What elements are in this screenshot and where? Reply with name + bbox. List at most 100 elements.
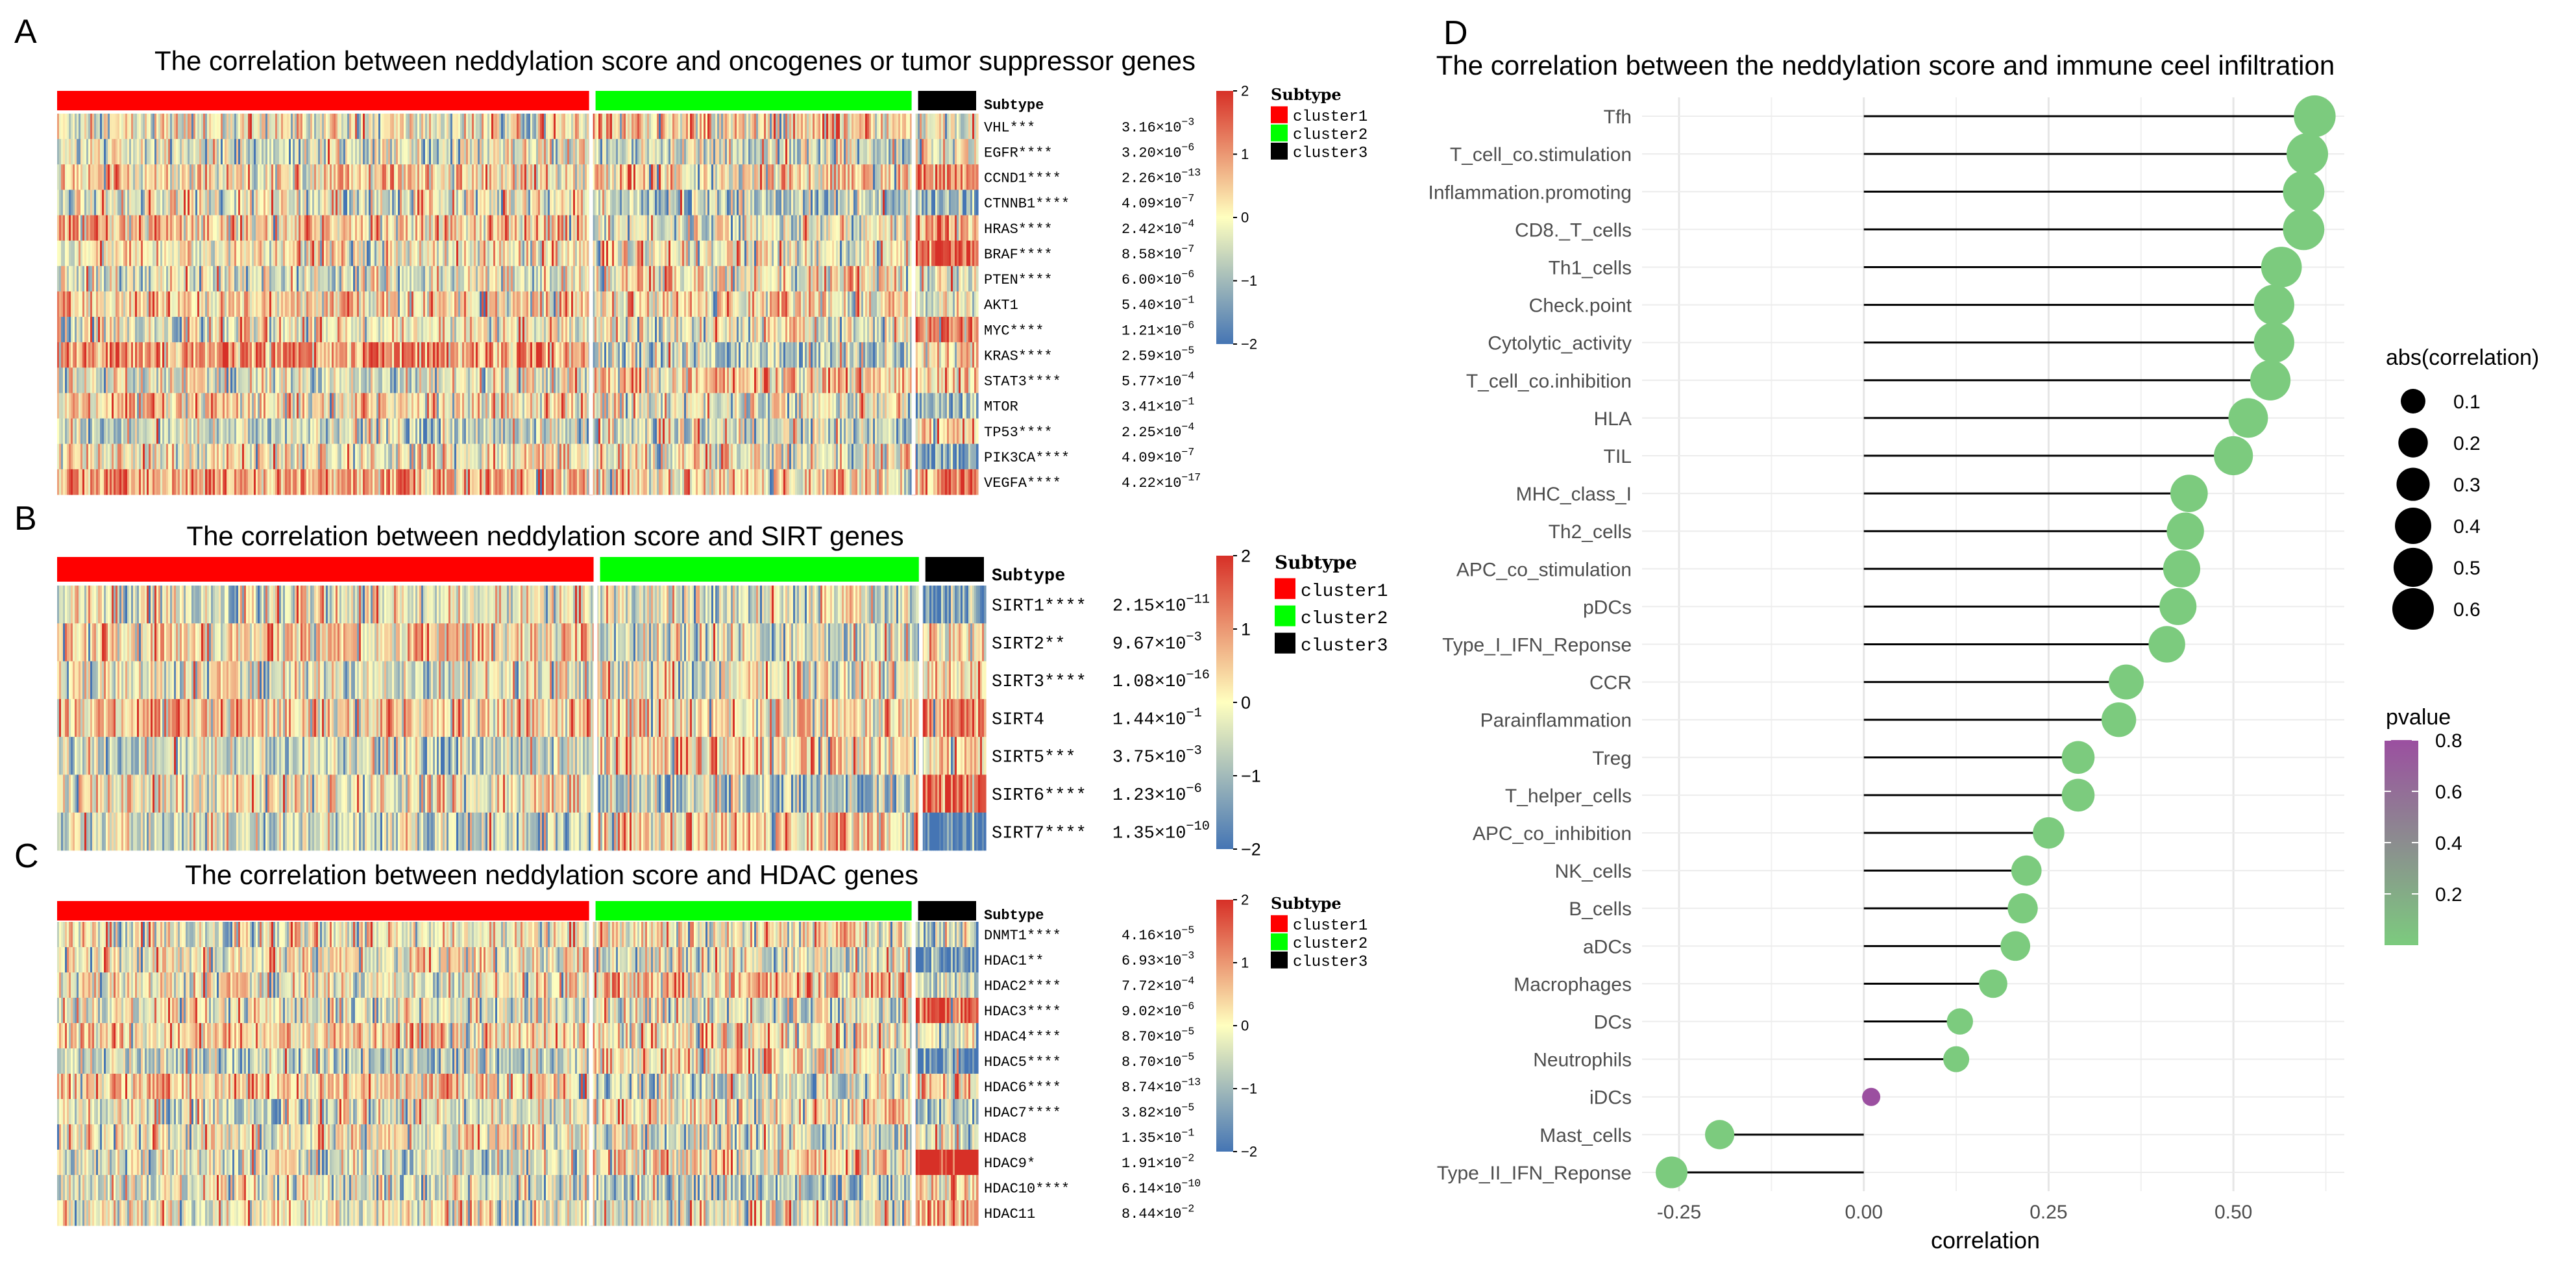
heat-cell (482, 139, 484, 165)
heat-cell (69, 317, 71, 343)
heat-cell (472, 317, 474, 343)
heat-cell (106, 164, 108, 190)
heat-cell (215, 367, 217, 393)
heat-cell (110, 190, 112, 216)
heat-cell (445, 342, 447, 368)
heat-cell (717, 190, 720, 216)
heat-cell (478, 367, 480, 393)
heat-cell (894, 342, 897, 368)
heat-cell (926, 190, 928, 216)
heat-cell (826, 139, 829, 165)
heat-cell (813, 342, 815, 368)
heat-cell (147, 139, 149, 165)
heat-cell (816, 215, 819, 241)
heat-cell (818, 215, 821, 241)
heat-cell (614, 190, 617, 216)
heat-cell (959, 291, 961, 317)
heat-cell (696, 291, 698, 317)
heat-cell (310, 190, 313, 216)
heat-cell (606, 317, 609, 343)
heat-cell (875, 240, 877, 267)
heat-cell (598, 164, 601, 190)
heat-cell (795, 291, 798, 317)
heat-cell (285, 240, 288, 267)
heat-cell (460, 240, 463, 267)
heat-cell (497, 215, 500, 241)
heat-cell (820, 291, 823, 317)
heat-cell (170, 164, 173, 190)
heat-cell (139, 342, 141, 368)
heat-cell (904, 215, 907, 241)
heat-cell (190, 342, 192, 368)
heat-cell (816, 139, 819, 165)
heat-cell (314, 342, 317, 368)
heat-cell (186, 164, 188, 190)
heat-cell (493, 215, 496, 241)
heat-cell (657, 240, 659, 267)
heat-cell (838, 164, 840, 190)
heat-cell (67, 164, 69, 190)
heat-cell (639, 240, 642, 267)
heat-cell (312, 139, 315, 165)
heat-cell (188, 342, 190, 368)
heat-cell (71, 139, 73, 165)
heat-cell (855, 291, 858, 317)
heat-cell (881, 190, 883, 216)
heat-cell (918, 114, 920, 140)
heat-cell (458, 240, 461, 267)
heat-cell (947, 342, 950, 368)
heat-cell (423, 367, 426, 393)
heat-cell (116, 317, 118, 343)
heat-cell (694, 317, 696, 343)
heat-cell (811, 291, 813, 317)
heat-cell (892, 342, 895, 368)
heat-cell (330, 139, 332, 165)
heat-cell (953, 317, 955, 343)
heat-cell (176, 367, 178, 393)
heat-cell (649, 190, 652, 216)
heat-cell (853, 342, 856, 368)
heat-cell (182, 190, 184, 216)
heat-cell (616, 240, 619, 267)
heat-cell (357, 342, 360, 368)
heat-cell (721, 164, 724, 190)
heat-cell (530, 266, 533, 292)
heat-cell (692, 164, 694, 190)
heat-cell (310, 215, 313, 241)
heat-cell (480, 317, 482, 343)
heat-cell (489, 342, 492, 368)
heat-cell (867, 317, 870, 343)
heat-cell (408, 291, 410, 317)
heat-cell (431, 367, 434, 393)
heat-cell (643, 114, 646, 140)
heat-cell (828, 317, 831, 343)
heat-cell (61, 215, 64, 241)
heat-cell (151, 266, 153, 292)
heat-cell (559, 342, 562, 368)
heat-cell (783, 190, 786, 216)
heat-cell (398, 190, 400, 216)
heat-cell (59, 240, 62, 267)
heat-cell (197, 164, 200, 190)
heat-cell (844, 215, 846, 241)
heat-cell (205, 266, 208, 292)
heat-cell (384, 164, 387, 190)
heat-cell (345, 266, 348, 292)
heat-cell (264, 342, 266, 368)
heat-cell (659, 240, 661, 267)
heat-cell (579, 342, 582, 368)
heat-cell (254, 342, 256, 368)
heat-cell (193, 139, 196, 165)
heat-cell (840, 317, 842, 343)
heat-cell (787, 266, 790, 292)
heat-cell (369, 266, 371, 292)
heat-cell (818, 190, 821, 216)
heat-cell (857, 317, 860, 343)
heat-cell (447, 291, 449, 317)
heat-cell (676, 139, 679, 165)
heat-cell (511, 240, 513, 267)
heat-cell (431, 139, 434, 165)
heat-cell (682, 164, 685, 190)
heat-cell (238, 367, 241, 393)
heat-cell (754, 190, 757, 216)
